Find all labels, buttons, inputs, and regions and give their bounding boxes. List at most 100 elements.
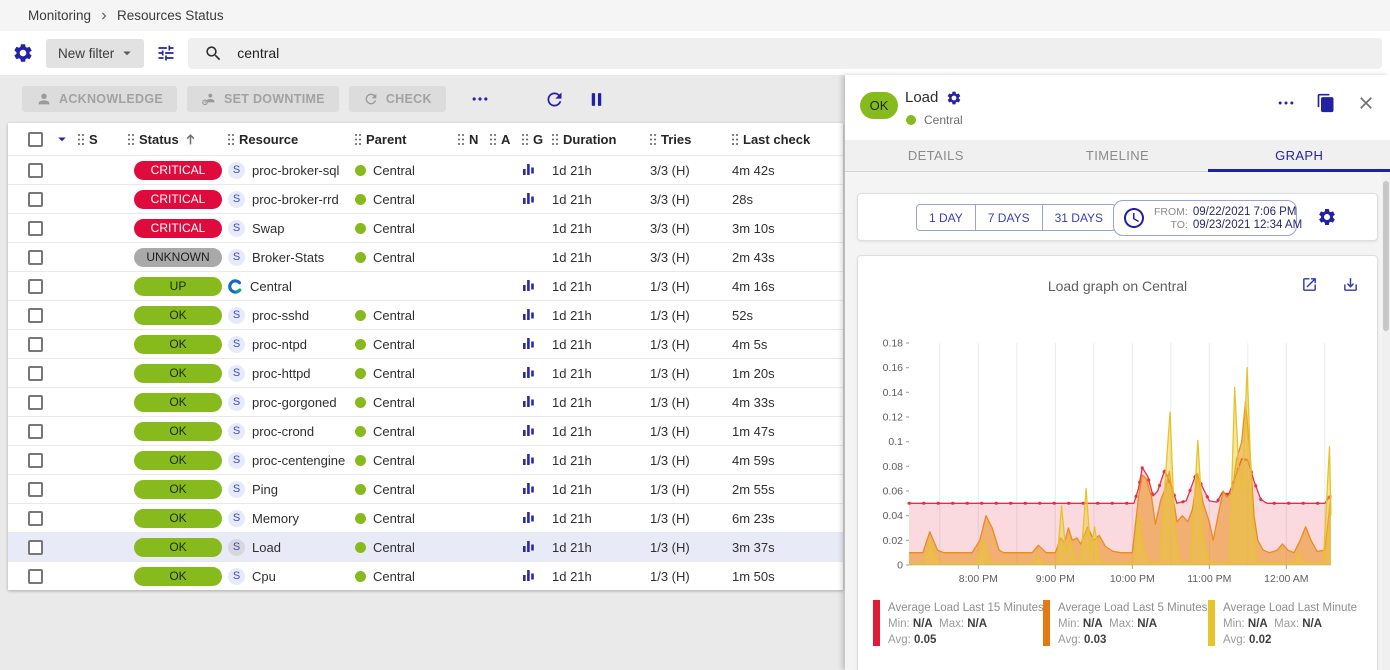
resource-settings-gear-icon[interactable] xyxy=(946,90,962,106)
row-checkbox[interactable] xyxy=(28,365,43,381)
select-dropdown-caret-icon[interactable] xyxy=(53,130,71,148)
download-icon[interactable] xyxy=(1342,276,1359,293)
breadcrumb-resources-status[interactable]: Resources Status xyxy=(117,8,224,23)
table-row[interactable]: OK S Ping Central 1d 21h 1/3 (H) 2m 55s xyxy=(8,474,843,503)
graph-icon[interactable] xyxy=(522,162,535,176)
tab-details[interactable]: DETAILS xyxy=(845,140,1027,171)
drag-indicator-icon[interactable] xyxy=(552,133,558,145)
legend-item[interactable]: Average Load Last 5 Minutes Min: N/A Max:… xyxy=(1043,600,1208,648)
row-checkbox[interactable] xyxy=(28,162,43,178)
drag-indicator-icon[interactable] xyxy=(458,133,464,145)
resource-name[interactable]: proc-gorgoned xyxy=(252,394,337,410)
parent-name[interactable]: Central xyxy=(373,452,415,468)
resource-name[interactable]: Central xyxy=(250,278,292,294)
resource-name[interactable]: Broker-Stats xyxy=(252,249,325,265)
graph-icon[interactable] xyxy=(522,568,535,582)
graph-icon[interactable] xyxy=(522,481,535,495)
row-checkbox[interactable] xyxy=(28,394,43,410)
resource-name[interactable]: Cpu xyxy=(252,568,276,584)
panel-more-icon[interactable] xyxy=(1276,93,1296,113)
parent-name[interactable]: Central xyxy=(373,249,415,265)
graph-icon[interactable] xyxy=(522,307,535,321)
resource-name[interactable]: proc-ntpd xyxy=(252,336,307,352)
filter-settings-gear-icon[interactable] xyxy=(12,42,34,64)
graph-icon[interactable] xyxy=(522,539,535,553)
parent-name[interactable]: Central xyxy=(373,365,415,381)
panel-scrollbar-thumb[interactable] xyxy=(1383,181,1389,331)
panel-scrollbar[interactable] xyxy=(1382,173,1390,670)
graph-icon[interactable] xyxy=(522,336,535,350)
parent-name[interactable]: Central xyxy=(373,394,415,410)
column-header-status[interactable]: Status xyxy=(128,132,228,147)
row-checkbox[interactable] xyxy=(28,568,43,584)
parent-name[interactable]: Central xyxy=(373,162,415,178)
row-checkbox[interactable] xyxy=(28,510,43,526)
graph-icon[interactable] xyxy=(522,365,535,379)
row-checkbox[interactable] xyxy=(28,539,43,555)
resource-name[interactable]: proc-broker-rrd xyxy=(252,191,339,207)
tab-graph[interactable]: GRAPH xyxy=(1208,140,1390,172)
set-downtime-button[interactable]: SET DOWNTIME xyxy=(187,86,339,112)
graph-icon[interactable] xyxy=(522,423,535,437)
resource-name[interactable]: Load xyxy=(252,539,281,555)
tune-filter-icon[interactable] xyxy=(156,43,176,63)
column-header-tries[interactable]: Tries xyxy=(650,132,732,147)
table-row[interactable]: UNKNOWN S Broker-Stats Central 1d 21h 3/3 (H)… xyxy=(8,242,843,271)
pause-autorefresh-icon[interactable] xyxy=(587,90,606,109)
resource-name[interactable]: proc-httpd xyxy=(252,365,311,381)
table-row[interactable]: OK S Cpu Central 1d 21h 1/3 (H) 1m 50s xyxy=(8,561,843,590)
refresh-icon[interactable] xyxy=(544,89,565,110)
time-range-button-31-days[interactable]: 31 DAYS xyxy=(1042,204,1117,231)
drag-indicator-icon[interactable] xyxy=(355,133,361,145)
row-checkbox[interactable] xyxy=(28,278,43,294)
graph-icon[interactable] xyxy=(522,510,535,524)
column-header-parent[interactable]: Parent xyxy=(355,132,458,147)
acknowledge-button[interactable]: ACKNOWLEDGE xyxy=(22,86,177,112)
graph-icon[interactable] xyxy=(522,452,535,466)
column-header-graph[interactable]: G xyxy=(522,132,552,147)
row-checkbox[interactable] xyxy=(28,249,43,265)
more-actions-icon[interactable] xyxy=(470,89,490,109)
sort-ascending-icon[interactable] xyxy=(184,133,197,146)
resource-name[interactable]: proc-sshd xyxy=(252,307,310,323)
parent-name[interactable]: Central xyxy=(373,307,415,323)
parent-name[interactable]: Central xyxy=(373,481,415,497)
row-checkbox[interactable] xyxy=(28,481,43,497)
parent-name[interactable]: Central xyxy=(373,191,415,207)
legend-item[interactable]: Average Load Last Minute Min: N/A Max: N/… xyxy=(1208,600,1373,648)
parent-name[interactable]: Central xyxy=(373,423,415,439)
drag-indicator-icon[interactable] xyxy=(228,133,234,145)
table-row[interactable]: OK S Memory Central 1d 21h 1/3 (H) 6m 23s xyxy=(8,503,843,532)
legend-item[interactable]: Average Load Last 15 Minutes Min: N/A Max… xyxy=(873,600,1044,648)
drag-indicator-icon[interactable] xyxy=(490,133,496,145)
resource-name[interactable]: Swap xyxy=(252,220,285,236)
parent-name[interactable]: Central xyxy=(373,336,415,352)
select-all-checkbox[interactable] xyxy=(28,131,43,147)
row-checkbox[interactable] xyxy=(28,220,43,236)
resource-name[interactable]: Ping xyxy=(252,481,279,497)
check-button[interactable]: CHECK xyxy=(348,86,446,112)
column-header-last-check[interactable]: Last check xyxy=(732,132,843,147)
from-to-datetime-picker[interactable]: FROM: 09/22/2021 7:06 PM TO: 09/23/2021 … xyxy=(1113,200,1302,236)
parent-name[interactable]: Central xyxy=(373,568,415,584)
column-header-duration[interactable]: Duration xyxy=(552,132,650,147)
graph-icon[interactable] xyxy=(522,191,535,205)
search-input[interactable]: central xyxy=(188,37,1382,69)
row-checkbox[interactable] xyxy=(28,307,43,323)
graph-icon[interactable] xyxy=(522,278,535,292)
load-graph-plot[interactable]: 0 0.02 0.04 0.06 0.08 0.1 0.12 0.14 0.16 0.18 8:00… xyxy=(861,316,1371,590)
table-row[interactable]: CRITICAL S Swap Central 1d 21h 3/3 (H) 3m 10s xyxy=(8,213,843,242)
drag-indicator-icon[interactable] xyxy=(732,133,738,145)
copy-link-icon[interactable] xyxy=(1316,93,1336,113)
graph-settings-gear-icon[interactable] xyxy=(1317,207,1337,227)
parent-name[interactable]: Central xyxy=(373,510,415,526)
time-range-button-1-day[interactable]: 1 DAY xyxy=(916,204,976,231)
row-checkbox[interactable] xyxy=(28,191,43,207)
